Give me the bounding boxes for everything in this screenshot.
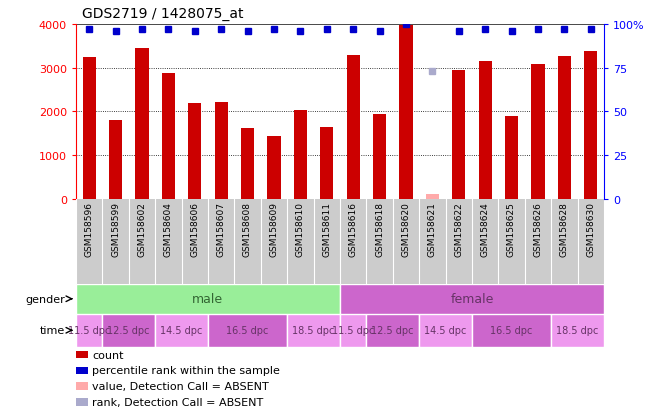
- Text: GSM158606: GSM158606: [190, 202, 199, 257]
- Bar: [102, 314, 155, 347]
- Bar: [162, 74, 175, 199]
- Bar: [346, 56, 360, 199]
- Text: GSM158604: GSM158604: [164, 202, 173, 256]
- Text: GSM158609: GSM158609: [269, 202, 279, 257]
- Bar: [340, 314, 366, 347]
- Bar: [76, 284, 340, 314]
- Bar: [294, 110, 307, 199]
- Bar: [287, 314, 340, 347]
- Text: GSM158624: GSM158624: [480, 202, 490, 256]
- Text: GSM158599: GSM158599: [111, 202, 120, 257]
- Bar: [267, 137, 280, 199]
- Text: percentile rank within the sample: percentile rank within the sample: [92, 366, 280, 375]
- Bar: [109, 121, 122, 199]
- Text: GSM158620: GSM158620: [401, 202, 411, 256]
- Text: 12.5 dpc: 12.5 dpc: [372, 325, 414, 335]
- Bar: [340, 284, 604, 314]
- Bar: [135, 49, 148, 199]
- Bar: [558, 57, 571, 199]
- Bar: [399, 26, 412, 199]
- Text: 14.5 dpc: 14.5 dpc: [424, 325, 467, 335]
- Bar: [214, 103, 228, 199]
- Text: rank, Detection Call = ABSENT: rank, Detection Call = ABSENT: [92, 397, 263, 407]
- Bar: [452, 71, 465, 199]
- Text: 18.5 dpc: 18.5 dpc: [556, 325, 599, 335]
- Text: 16.5 dpc: 16.5 dpc: [226, 325, 269, 335]
- Bar: [366, 314, 419, 347]
- Bar: [155, 314, 208, 347]
- Text: 14.5 dpc: 14.5 dpc: [160, 325, 203, 335]
- Bar: [551, 314, 604, 347]
- Bar: [208, 314, 287, 347]
- Bar: [472, 314, 551, 347]
- Text: GSM158611: GSM158611: [322, 202, 331, 257]
- Text: value, Detection Call = ABSENT: value, Detection Call = ABSENT: [92, 381, 269, 391]
- Text: gender: gender: [26, 294, 65, 304]
- Text: GSM158621: GSM158621: [428, 202, 437, 256]
- Text: GSM158607: GSM158607: [216, 202, 226, 257]
- Text: male: male: [192, 292, 224, 306]
- Text: GSM158622: GSM158622: [454, 202, 463, 256]
- Bar: [373, 115, 386, 199]
- Text: 12.5 dpc: 12.5 dpc: [108, 325, 150, 335]
- Bar: [188, 104, 201, 199]
- Bar: [82, 57, 96, 199]
- Text: GSM158625: GSM158625: [507, 202, 516, 256]
- Bar: [76, 314, 102, 347]
- Text: GSM158618: GSM158618: [375, 202, 384, 257]
- Text: GDS2719 / 1428075_at: GDS2719 / 1428075_at: [82, 7, 244, 21]
- Bar: [241, 128, 254, 199]
- Text: GSM158626: GSM158626: [533, 202, 543, 256]
- Bar: [426, 195, 439, 199]
- Text: GSM158608: GSM158608: [243, 202, 252, 257]
- Bar: [320, 128, 333, 199]
- Bar: [505, 116, 518, 199]
- Text: GSM158610: GSM158610: [296, 202, 305, 257]
- Text: GSM158596: GSM158596: [84, 202, 94, 257]
- Text: GSM158628: GSM158628: [560, 202, 569, 256]
- Bar: [584, 52, 597, 199]
- Text: 16.5 dpc: 16.5 dpc: [490, 325, 533, 335]
- Text: GSM158616: GSM158616: [348, 202, 358, 257]
- Text: 11.5 dpc: 11.5 dpc: [68, 325, 110, 335]
- Bar: [419, 314, 472, 347]
- Text: female: female: [450, 292, 494, 306]
- Text: 18.5 dpc: 18.5 dpc: [292, 325, 335, 335]
- Text: GSM158602: GSM158602: [137, 202, 147, 256]
- Text: GSM158630: GSM158630: [586, 202, 595, 257]
- Text: 11.5 dpc: 11.5 dpc: [332, 325, 374, 335]
- Text: time: time: [40, 325, 65, 335]
- Bar: [478, 62, 492, 199]
- Bar: [531, 64, 544, 199]
- Text: count: count: [92, 350, 124, 360]
